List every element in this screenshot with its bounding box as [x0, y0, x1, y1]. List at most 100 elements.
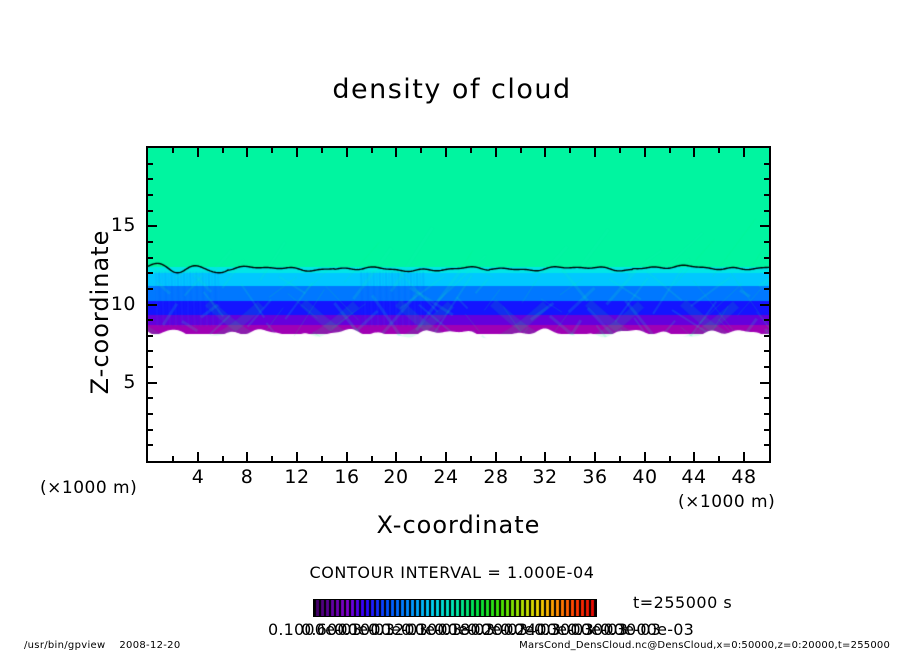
- y-axis-tick-right-3: [764, 413, 769, 415]
- x-axis-tick-top-36: [594, 148, 596, 157]
- y-axis-tick-right-4: [764, 397, 769, 399]
- time-label: t=255000 s: [633, 593, 733, 612]
- y-axis-tick-6: [148, 366, 153, 368]
- footer-dataset-info: MarsCond_DensCloud.nc@DensCloud,x=0:5000…: [519, 640, 890, 651]
- x-axis-tick-top-34: [569, 148, 571, 153]
- x-axis-tick-6: [222, 456, 224, 461]
- y-axis-tick-18: [148, 178, 153, 180]
- x-axis-tick-top-16: [346, 148, 348, 157]
- x-axis-tick-top-14: [321, 148, 323, 153]
- x-axis-tick-label-8: 8: [240, 466, 254, 488]
- y-axis-tick-4: [148, 397, 153, 399]
- y-axis-tick-12: [148, 272, 153, 274]
- x-axis-tick-48: [743, 452, 745, 461]
- y-axis-tick-3: [148, 413, 153, 415]
- y-axis-tick-label-15: 15: [110, 214, 136, 236]
- x-unit-label-right: (×1000 m): [678, 492, 776, 512]
- colorbar-tick-label-0: 0.1000e-03: [268, 620, 362, 639]
- y-axis-tick-10: [148, 304, 157, 306]
- x-axis-tick-20: [395, 452, 397, 461]
- colorbar-tick-label-3: 0.1200e-03: [368, 620, 462, 639]
- x-axis-tick-22: [420, 456, 422, 461]
- x-axis-tick-36: [594, 452, 596, 461]
- x-axis-tick-label-12: 12: [284, 466, 310, 488]
- x-axis-tick-top-48: [743, 148, 745, 157]
- y-axis-tick-right-7: [764, 350, 769, 352]
- x-axis-tick-8: [246, 452, 248, 461]
- x-axis-tick-4: [197, 452, 199, 461]
- x-axis-tick-18: [371, 456, 373, 461]
- x-unit-label-left: (×1000 m): [40, 478, 138, 498]
- x-axis-tick-top-30: [520, 148, 522, 153]
- x-axis-tick-label-40: 40: [632, 466, 658, 488]
- y-axis-tick-8: [148, 335, 153, 337]
- y-axis-tick-15: [148, 225, 157, 227]
- y-axis-tick-right-10: [760, 304, 769, 306]
- y-axis-tick-right-17: [764, 194, 769, 196]
- colorbar-tick-label-2: 0.1000e-03: [334, 620, 428, 639]
- x-axis-tick-top-8: [246, 148, 248, 157]
- colorbar-tick-label-7: 0.2400e-03: [500, 620, 594, 639]
- contour-field-canvas: [148, 148, 769, 461]
- y-axis-tick-9: [148, 319, 153, 321]
- y-axis-tick-right-16: [764, 210, 769, 212]
- y-axis-tick-right-5: [760, 382, 769, 384]
- colorbar-tick-label-1: 0.6000e-03: [301, 620, 395, 639]
- y-axis-tick-19: [148, 163, 153, 165]
- colorbar: [313, 599, 597, 617]
- colorbar-tick-label-5: 0.1800e-03: [434, 620, 528, 639]
- x-axis-tick-44: [693, 452, 695, 461]
- page-title: density of cloud: [332, 74, 572, 105]
- x-axis-tick-top-10: [271, 148, 273, 153]
- x-axis-tick-top-40: [644, 148, 646, 157]
- x-axis-tick-top-32: [544, 148, 546, 157]
- y-axis-tick-11: [148, 288, 153, 290]
- x-axis-tick-42: [669, 456, 671, 461]
- x-axis-tick-14: [321, 456, 323, 461]
- footer-spacer: [109, 640, 116, 651]
- x-axis-tick-top-44: [693, 148, 695, 157]
- x-axis-tick-label-44: 44: [681, 466, 707, 488]
- x-axis-tick-24: [445, 452, 447, 461]
- x-axis-tick-top-46: [718, 148, 720, 153]
- x-axis-tick-top-42: [669, 148, 671, 153]
- x-axis-tick-12: [296, 452, 298, 461]
- y-axis-tick-13: [148, 257, 153, 259]
- x-axis-tick-32: [544, 452, 546, 461]
- plot-frame: [146, 146, 771, 463]
- y-axis-tick-label-5: 5: [123, 371, 136, 393]
- x-axis-tick-label-24: 24: [433, 466, 459, 488]
- y-axis-tick-right-15: [760, 225, 769, 227]
- y-axis-tick-16: [148, 210, 153, 212]
- y-axis-tick-right-2: [764, 429, 769, 431]
- y-axis-tick-right-19: [764, 163, 769, 165]
- x-axis-tick-top-28: [495, 148, 497, 157]
- footer-command: /usr/bin/gpview 2008-12-20: [24, 640, 181, 651]
- x-axis-tick-label-28: 28: [483, 466, 509, 488]
- y-axis-tick-right-9: [764, 319, 769, 321]
- colorbar-tick-label-10: 0.3000e-03: [600, 620, 694, 639]
- x-axis-tick-34: [569, 456, 571, 461]
- x-axis-tick-top-20: [395, 148, 397, 157]
- x-axis-tick-top-4: [197, 148, 199, 157]
- y-axis-tick-right-11: [764, 288, 769, 290]
- x-axis-tick-28: [495, 452, 497, 461]
- colorbar-tick-label-9: 0.3000e-03: [567, 620, 661, 639]
- x-axis-tick-10: [271, 456, 273, 461]
- contour-interval-label: CONTOUR INTERVAL = 1.000E-04: [309, 563, 595, 582]
- x-axis-tick-label-20: 20: [383, 466, 409, 488]
- footer-date: 2008-12-20: [119, 640, 181, 651]
- x-axis-tick-38: [619, 456, 621, 461]
- x-axis-tick-30: [520, 456, 522, 461]
- x-axis-tick-top-2: [172, 148, 174, 153]
- colorbar-tick-label-8: 0.3000e-03: [534, 620, 628, 639]
- y-axis-tick-1: [148, 444, 153, 446]
- footer-command-path: /usr/bin/gpview: [24, 640, 106, 651]
- colorbar-tick-label-6: 0.2000e-03: [467, 620, 561, 639]
- x-axis-tick-top-6: [222, 148, 224, 153]
- x-axis-tick-top-12: [296, 148, 298, 157]
- x-axis-title: X-coordinate: [376, 511, 541, 539]
- x-axis-tick-46: [718, 456, 720, 461]
- y-axis-tick-right-1: [764, 444, 769, 446]
